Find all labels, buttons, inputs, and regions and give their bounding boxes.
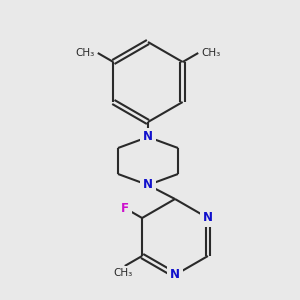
Text: CH₃: CH₃ (76, 48, 95, 58)
Text: CH₃: CH₃ (113, 268, 132, 278)
Text: N: N (203, 212, 213, 224)
Text: N: N (170, 268, 180, 281)
Text: CH₃: CH₃ (201, 48, 220, 58)
Text: N: N (143, 178, 153, 191)
Text: F: F (121, 202, 129, 214)
Text: N: N (143, 130, 153, 143)
